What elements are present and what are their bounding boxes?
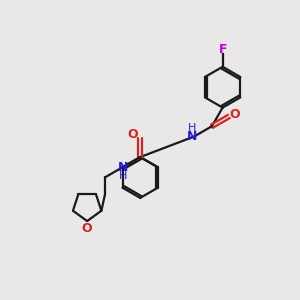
Text: O: O: [82, 222, 92, 235]
Text: F: F: [218, 44, 227, 56]
Text: N: N: [118, 161, 128, 174]
Text: H: H: [188, 123, 196, 133]
Text: H: H: [119, 171, 128, 181]
Text: N: N: [187, 130, 197, 143]
Text: O: O: [127, 128, 138, 141]
Text: O: O: [230, 108, 240, 121]
